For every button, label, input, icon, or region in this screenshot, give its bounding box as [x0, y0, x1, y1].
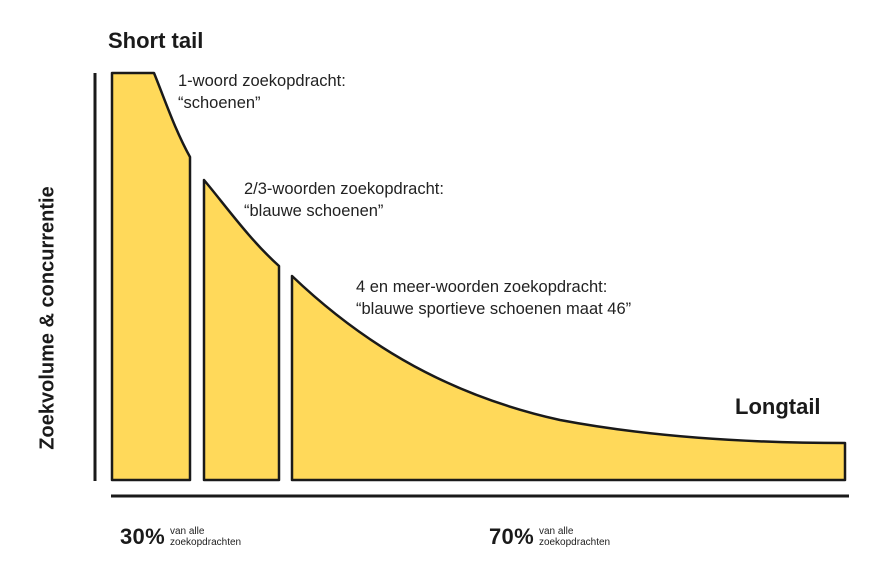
longtail-label: Longtail [735, 394, 821, 419]
segment-1-example: “schoenen” [178, 94, 261, 112]
share-30-caption: van alle zoekopdrachten [170, 526, 241, 548]
segment-label-2: 2/3-woorden zoekopdracht: “blauwe schoen… [244, 178, 444, 222]
area-segment-2 [202, 178, 281, 482]
segment-1-name: 1-woord zoekopdracht: [178, 72, 346, 90]
area-segment-3 [290, 274, 847, 482]
share-30-percent: 30% [120, 524, 165, 549]
share-70-caption: van alle zoekopdrachten [539, 526, 610, 548]
y-axis-label: Zoekvolume & concurrentie [36, 186, 59, 450]
area-segment-1 [110, 71, 192, 482]
segment-3-example: “blauwe sportieve schoenen maat 46” [356, 300, 632, 318]
segment-3-name: 4 en meer-woorden zoekopdracht: [356, 278, 608, 296]
area-layer [110, 71, 847, 482]
share-70-percent: 70% [489, 524, 534, 549]
share-70-label: 70% van alle zoekopdrachten [489, 524, 610, 550]
segment-2-name: 2/3-woorden zoekopdracht: [244, 180, 444, 198]
segment-2-example: “blauwe schoenen” [244, 202, 384, 220]
segment-label-3: 4 en meer-woorden zoekopdracht: “blauwe … [356, 276, 631, 320]
segment-label-1: 1-woord zoekopdracht: “schoenen” [178, 70, 346, 114]
share-30-label: 30% van alle zoekopdrachten [120, 524, 241, 550]
share-30-caption-line1: van alle [169, 526, 205, 537]
short-tail-title: Short tail [108, 28, 204, 53]
share-70-caption-line1: van alle [538, 526, 574, 537]
share-70-caption-line2: zoekopdrachten [538, 537, 611, 548]
share-30-caption-line2: zoekopdrachten [169, 537, 242, 548]
